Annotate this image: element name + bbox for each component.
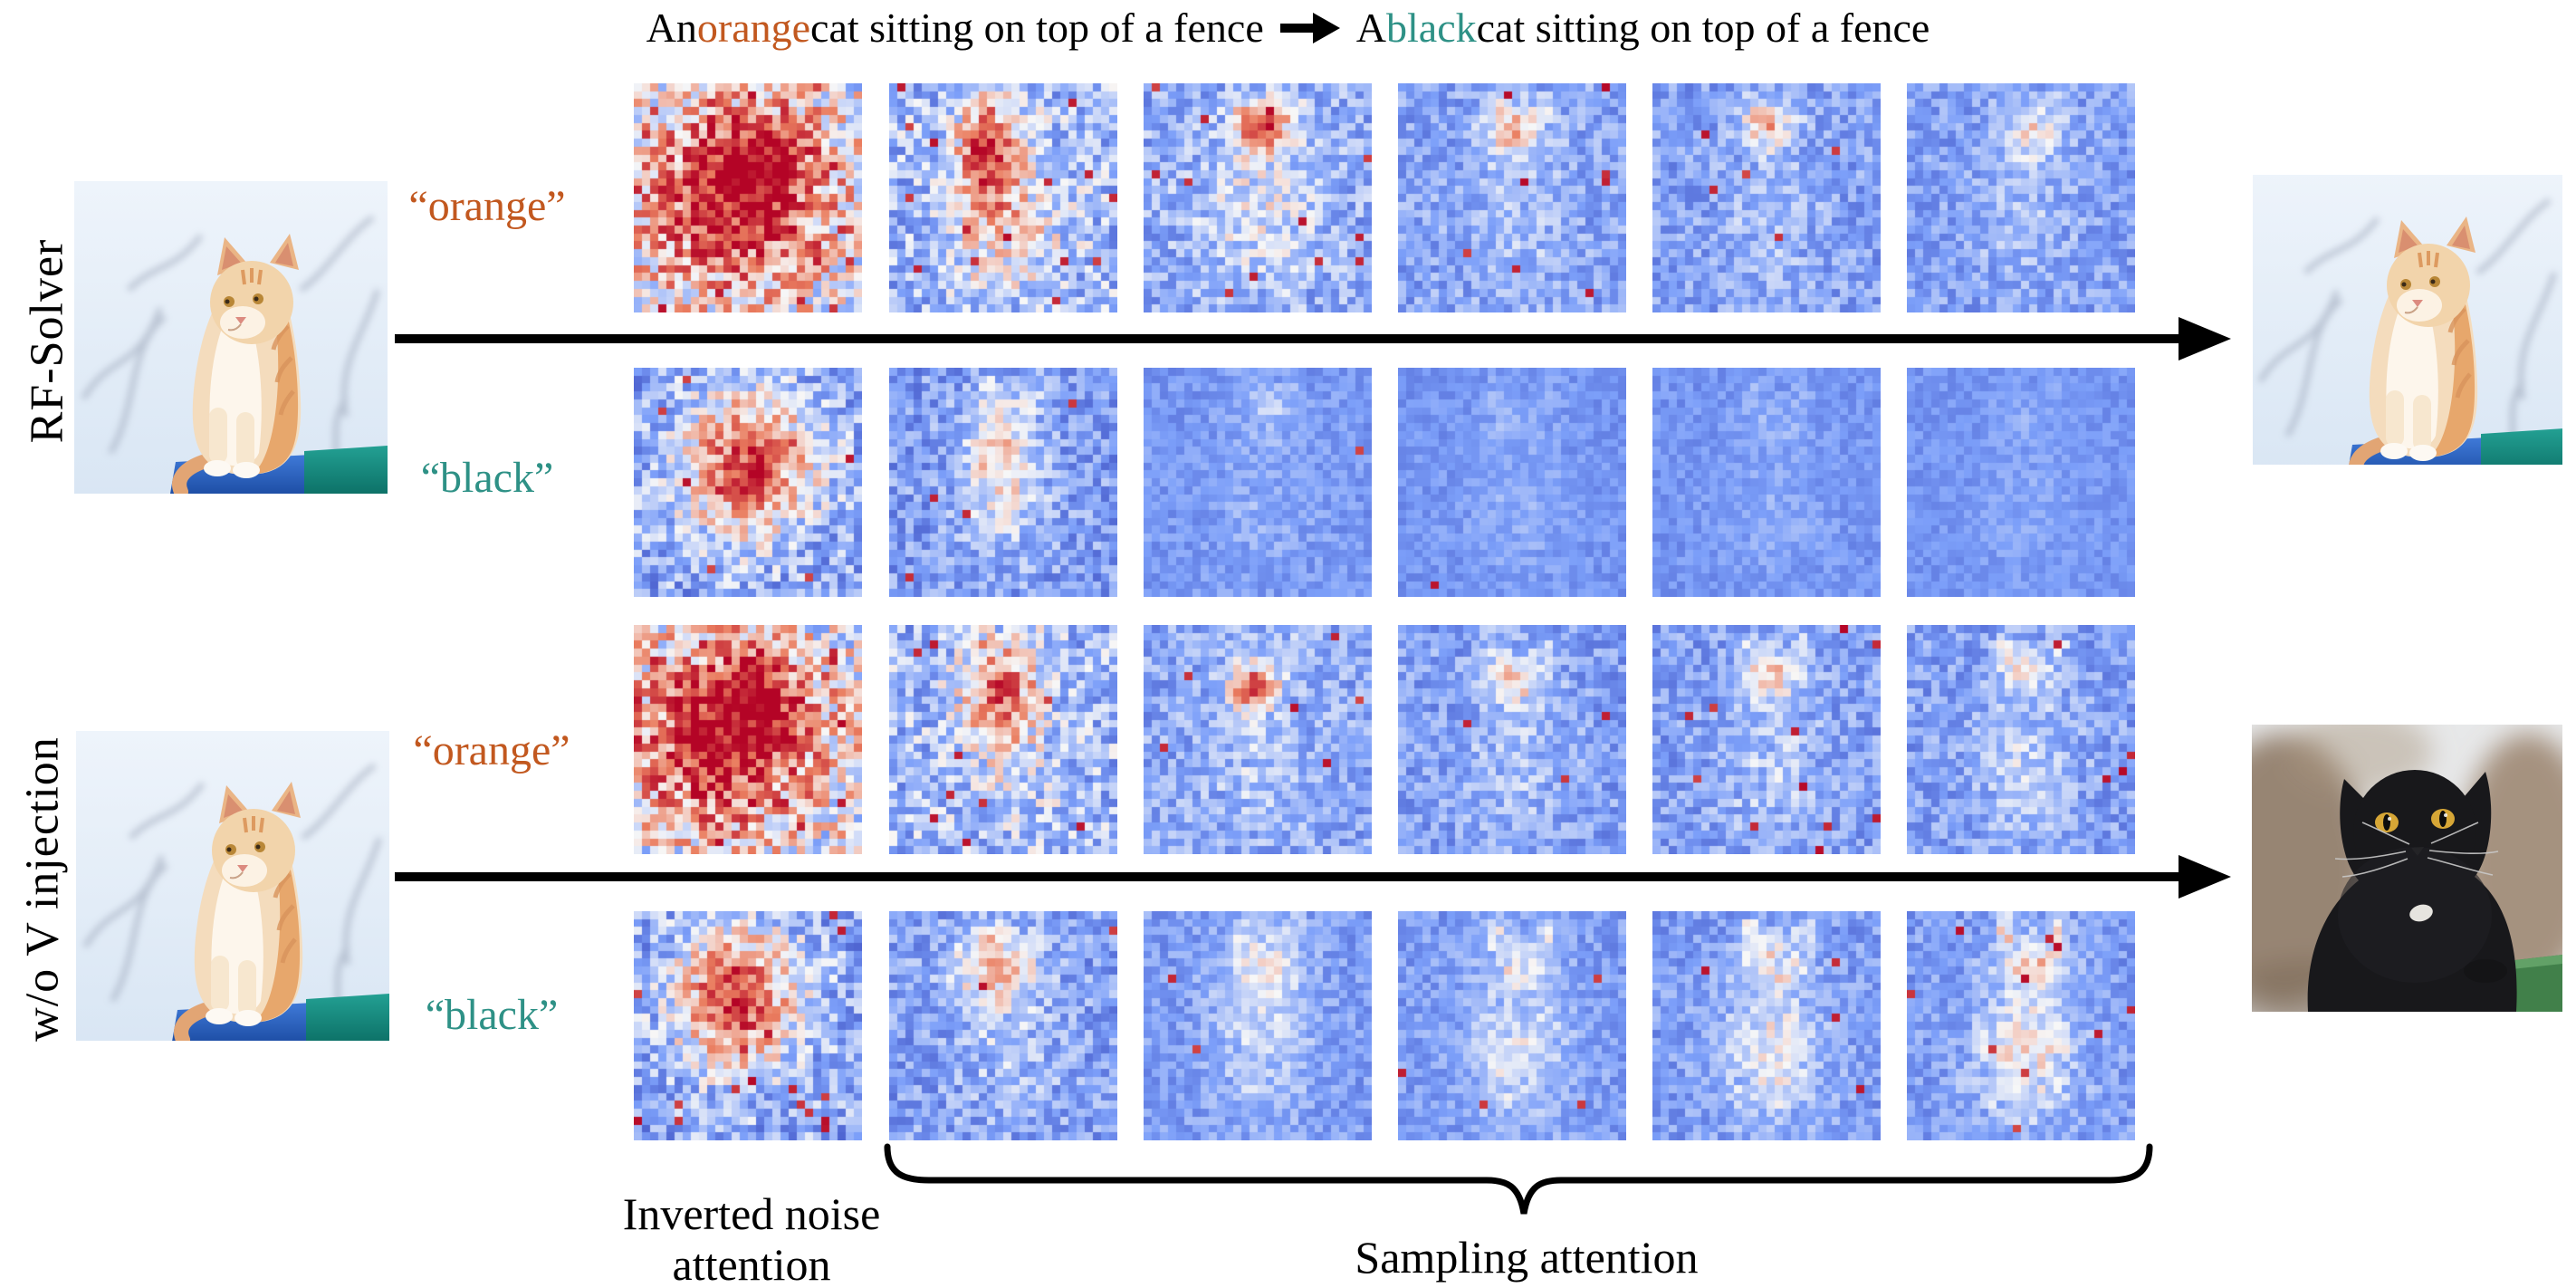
attention-map-orange-sampling-1	[889, 625, 1117, 854]
attention-map-black-sampling-3	[1398, 911, 1626, 1140]
attention-map-black-sampling-5	[1907, 368, 2135, 597]
token-label-black-wo: “black”	[425, 991, 559, 1039]
title-text: A	[1355, 5, 1386, 51]
inverted-noise-attention-label-line2: attention	[672, 1239, 831, 1288]
edit-flow-arrow-rf	[395, 317, 2231, 360]
attention-map-orange-sampling-5	[1907, 625, 2135, 854]
token-label-orange-rf: “orange”	[408, 182, 566, 230]
token-label-black-rf: “black”	[420, 454, 554, 502]
sampling-attention-label: Sampling attention	[1355, 1232, 1699, 1283]
attention-map-orange-sampling-4	[1652, 625, 1881, 854]
title-text: cat sitting on top of a fence	[1476, 5, 1930, 51]
attention-map-black-sampling-2	[1144, 911, 1372, 1140]
attention-map-orange-sampling-3	[1398, 625, 1626, 854]
method-label-wo-v-injection: w/o V injection	[16, 736, 69, 1042]
result-photo-black-cat-wo	[2252, 725, 2562, 1012]
figure-title: An orange cat sitting on top of a fence …	[0, 4, 2576, 52]
attention-map-orange-sampling-2	[1144, 83, 1372, 312]
attention-map-black-inverted-noise	[634, 911, 862, 1140]
attention-map-orange-sampling-3	[1398, 83, 1626, 312]
attention-map-black-inverted-noise	[634, 368, 862, 597]
result-photo-orange-cat-rf	[2253, 175, 2562, 465]
attention-map-orange-inverted-noise	[634, 625, 862, 854]
attention-map-orange-sampling-5	[1907, 83, 2135, 312]
sampling-underbrace	[884, 1143, 2153, 1215]
attention-map-orange-sampling-1	[889, 83, 1117, 312]
attention-map-black-sampling-4	[1652, 368, 1881, 597]
attention-map-black-sampling-2	[1144, 368, 1372, 597]
title-source-color-word: orange	[696, 5, 811, 51]
title-right-arrow-icon	[1279, 12, 1340, 43]
token-label-orange-wo: “orange”	[413, 726, 570, 774]
attention-map-black-sampling-5	[1907, 911, 2135, 1140]
inverted-noise-attention-label-line1: Inverted noise	[622, 1188, 881, 1239]
attention-map-black-sampling-4	[1652, 911, 1881, 1140]
attention-map-orange-sampling-4	[1652, 83, 1881, 312]
method-label-rf-solver: RF-Solver	[21, 238, 73, 444]
attention-map-black-sampling-3	[1398, 368, 1626, 597]
edit-flow-arrow-wo	[395, 855, 2231, 899]
attention-map-black-sampling-1	[889, 911, 1117, 1140]
title-text: An	[646, 5, 697, 51]
title-text: cat sitting on top of a fence	[810, 5, 1264, 51]
source-photo-orange-cat-wo	[76, 731, 389, 1041]
attention-map-orange-inverted-noise	[634, 83, 862, 312]
source-photo-orange-cat-rf	[74, 181, 388, 494]
title-target-color-word: black	[1386, 5, 1477, 51]
attention-map-orange-sampling-2	[1144, 625, 1372, 854]
attention-map-black-sampling-1	[889, 368, 1117, 597]
